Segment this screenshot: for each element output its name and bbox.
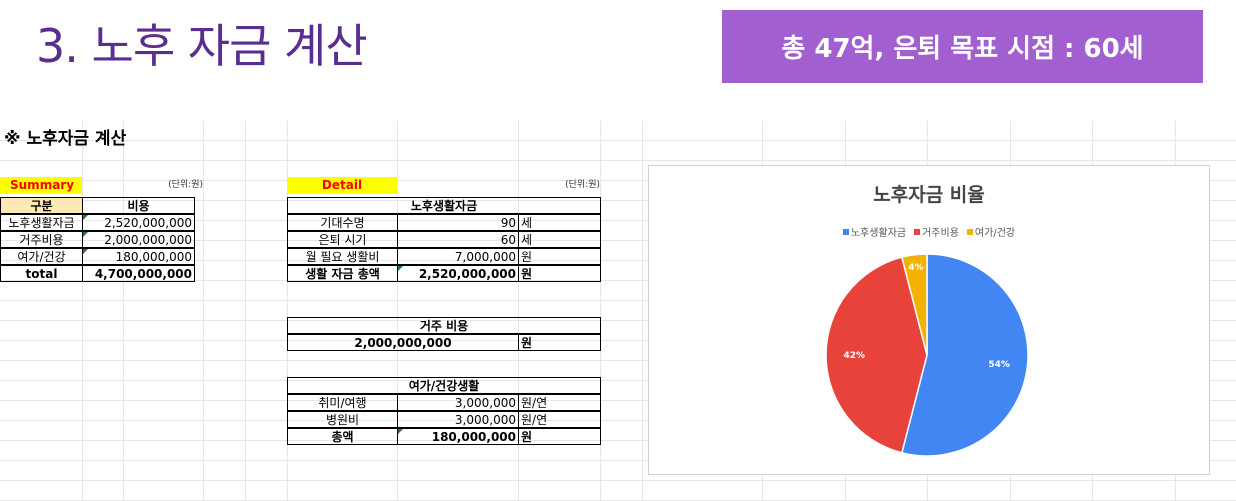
detail-label: Detail	[287, 177, 397, 194]
pie-chart-plot: 54% 42% 4%	[825, 253, 1029, 457]
slice-housing[interactable]	[825, 256, 928, 454]
detail-unit: (단위:원)	[565, 180, 600, 190]
living-total-label: 생활 자금 총액	[287, 265, 398, 282]
summary-label: Summary	[0, 177, 82, 194]
detail-row-value: 90	[397, 214, 519, 231]
summary-row-name: 거주비용	[0, 231, 83, 248]
legend-label: 여가/건강	[974, 228, 1016, 239]
summary-header-cost: 비용	[82, 197, 195, 214]
detail-row-value: 7,000,000	[397, 248, 519, 265]
summary-total-value: 4,700,000,000	[82, 265, 195, 282]
pie-data-label: 4%	[908, 263, 923, 273]
summary-banner: 총 47억, 은퇴 목표 시점 : 60세	[722, 10, 1203, 83]
leisure-total-label: 총액	[287, 428, 398, 445]
leisure-row-unit: 원/연	[518, 394, 601, 411]
leisure-row-unit: 원/연	[518, 411, 601, 428]
summary-row-value: 2,520,000,000	[82, 214, 195, 231]
summary-unit: (단위:원)	[168, 180, 203, 190]
detail-row-name: 월 필요 생활비	[287, 248, 398, 265]
living-fund-title: 노후생활자금	[287, 197, 601, 214]
detail-row-value: 60	[397, 231, 519, 248]
detail-row-unit: 세	[518, 214, 601, 231]
summary-row-value: 180,000,000	[82, 248, 195, 265]
slice-leisure-health[interactable]	[900, 253, 928, 356]
legend-item: 노후생활자금	[842, 224, 907, 239]
summary-row-value: 2,000,000,000	[82, 231, 195, 248]
summary-row-name: 노후생활자금	[0, 214, 83, 231]
living-total-unit: 원	[518, 265, 601, 282]
sheet-title: ※ 노후자금 계산	[4, 129, 127, 149]
slide-title: 3. 노후 자금 계산	[36, 19, 368, 73]
summary-total-label: total	[0, 265, 83, 282]
housing-title: 거주 비용	[287, 317, 601, 334]
detail-row-name: 은퇴 시기	[287, 231, 398, 248]
chart-legend: 노후생활자금 거주비용 여가/건강	[649, 224, 1209, 239]
legend-item: 여가/건강	[966, 224, 1016, 239]
legend-item: 거주비용	[914, 224, 959, 239]
pie-data-label: 54%	[988, 360, 1010, 370]
leisure-row-name: 취미/여행	[287, 394, 398, 411]
leisure-row-value: 3,000,000	[397, 394, 519, 411]
detail-row-name: 기대수명	[287, 214, 398, 231]
spreadsheet-area: ※ 노후자금 계산 Summary (단위:원) 구분 비용 노후생활자금 2,…	[0, 121, 1236, 501]
leisure-row-value: 3,000,000	[397, 411, 519, 428]
chart-title: 노후자금 비율	[873, 184, 985, 206]
leisure-total-value: 180,000,000	[397, 428, 519, 445]
legend-label: 노후생활자금	[850, 228, 907, 239]
legend-swatch	[966, 228, 973, 235]
housing-value: 2,000,000,000	[287, 334, 519, 351]
legend-label: 거주비용	[922, 228, 959, 239]
leisure-row-name: 병원비	[287, 411, 398, 428]
summary-row-name: 여가/건강	[0, 248, 83, 265]
leisure-total-unit: 원	[518, 428, 601, 445]
legend-swatch	[842, 228, 849, 235]
legend-swatch	[914, 228, 921, 235]
slice-living-fund[interactable]	[900, 253, 1029, 457]
leisure-title: 여가/건강생활	[287, 377, 601, 394]
summary-header-category: 구분	[0, 197, 83, 214]
pie-chart[interactable]: 노후자금 비율 노후생활자금 거주비용 여가/건강 54% 42% 4%	[648, 165, 1210, 475]
detail-row-unit: 세	[518, 231, 601, 248]
housing-unit: 원	[518, 334, 601, 351]
living-total-value: 2,520,000,000	[397, 265, 519, 282]
pie-data-label: 42%	[844, 351, 866, 361]
detail-row-unit: 원	[518, 248, 601, 265]
